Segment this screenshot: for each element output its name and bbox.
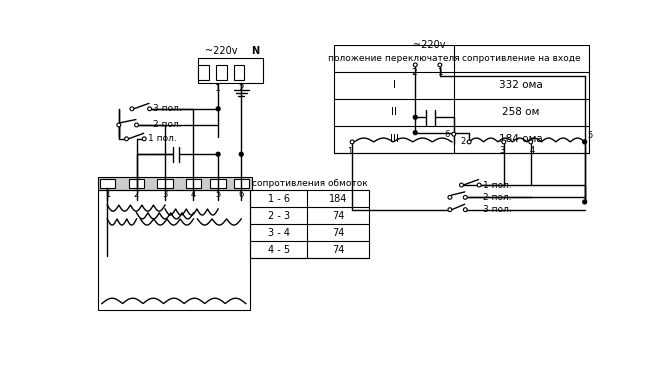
- Circle shape: [125, 137, 129, 141]
- Circle shape: [477, 183, 481, 187]
- Text: положение переключателя: положение переключателя: [328, 54, 460, 63]
- Text: 4: 4: [191, 190, 196, 199]
- Text: 6: 6: [445, 130, 450, 139]
- Circle shape: [240, 152, 243, 156]
- Text: 74: 74: [332, 245, 345, 255]
- Text: 6: 6: [238, 190, 244, 199]
- Text: 1 пол.: 1 пол.: [148, 134, 177, 143]
- Text: I: I: [393, 80, 395, 90]
- Text: ~220v: ~220v: [413, 40, 446, 49]
- Circle shape: [413, 63, 417, 67]
- Bar: [335, 45, 589, 153]
- Bar: [129, 179, 144, 188]
- Circle shape: [448, 208, 452, 212]
- Circle shape: [117, 123, 121, 127]
- Text: 1: 1: [347, 147, 352, 156]
- Bar: [100, 179, 115, 188]
- Text: 2 пол.: 2 пол.: [153, 120, 182, 129]
- Text: 3 - 4: 3 - 4: [267, 228, 290, 238]
- Bar: [234, 179, 249, 188]
- Text: 184: 184: [329, 194, 347, 204]
- Text: 2 - 3: 2 - 3: [267, 211, 290, 221]
- Text: 2 пол.: 2 пол.: [483, 193, 512, 202]
- Bar: [216, 65, 226, 80]
- Bar: [98, 177, 252, 190]
- Circle shape: [583, 200, 587, 204]
- Circle shape: [413, 131, 417, 135]
- Text: 332 ома: 332 ома: [499, 80, 543, 90]
- Text: 5: 5: [216, 190, 220, 199]
- Bar: [211, 179, 226, 188]
- Text: 2: 2: [134, 190, 139, 199]
- Circle shape: [143, 137, 146, 141]
- Text: 1: 1: [215, 84, 221, 93]
- Circle shape: [135, 123, 139, 127]
- Circle shape: [459, 183, 463, 187]
- Text: сопротивления обмоток: сопротивления обмоток: [251, 179, 367, 188]
- Text: сопротивление на входе: сопротивление на входе: [462, 54, 580, 63]
- Bar: [157, 179, 173, 188]
- Circle shape: [467, 140, 471, 144]
- Circle shape: [130, 107, 134, 111]
- Circle shape: [350, 140, 354, 144]
- Circle shape: [529, 140, 533, 144]
- Circle shape: [438, 63, 442, 67]
- Text: 1 пол.: 1 пол.: [483, 181, 512, 190]
- Text: 2: 2: [460, 137, 465, 146]
- Text: 3: 3: [162, 190, 168, 199]
- Bar: [186, 179, 201, 188]
- Circle shape: [463, 208, 467, 212]
- Circle shape: [452, 132, 455, 136]
- Text: 2: 2: [238, 84, 244, 93]
- Bar: [98, 190, 249, 310]
- Circle shape: [413, 115, 417, 119]
- Circle shape: [216, 107, 220, 111]
- Text: 4 - 5: 4 - 5: [267, 245, 290, 255]
- Text: 2: 2: [412, 68, 417, 77]
- Text: 1: 1: [105, 190, 110, 199]
- Bar: [198, 65, 209, 80]
- Text: 3: 3: [500, 146, 505, 155]
- Text: 3 пол.: 3 пол.: [483, 205, 512, 214]
- Text: 184 ома: 184 ома: [499, 134, 543, 144]
- Text: 74: 74: [332, 211, 345, 221]
- Text: 74: 74: [332, 228, 345, 238]
- Bar: [249, 190, 369, 258]
- Text: 4: 4: [530, 146, 535, 155]
- Text: 1: 1: [438, 68, 444, 77]
- Text: 5: 5: [587, 131, 592, 140]
- Text: 1 - 6: 1 - 6: [267, 194, 290, 204]
- Text: 258 ом: 258 ом: [502, 107, 540, 117]
- Text: 3 пол.: 3 пол.: [153, 104, 182, 113]
- Text: N: N: [251, 46, 259, 56]
- Text: ~220v: ~220v: [205, 46, 238, 56]
- Circle shape: [448, 195, 452, 199]
- Text: II: II: [391, 107, 397, 117]
- Text: III: III: [389, 134, 399, 144]
- Circle shape: [463, 195, 467, 199]
- Bar: [198, 58, 263, 83]
- Circle shape: [148, 107, 152, 111]
- Circle shape: [583, 140, 587, 144]
- Bar: [234, 65, 244, 80]
- Circle shape: [216, 152, 220, 156]
- Circle shape: [502, 140, 506, 144]
